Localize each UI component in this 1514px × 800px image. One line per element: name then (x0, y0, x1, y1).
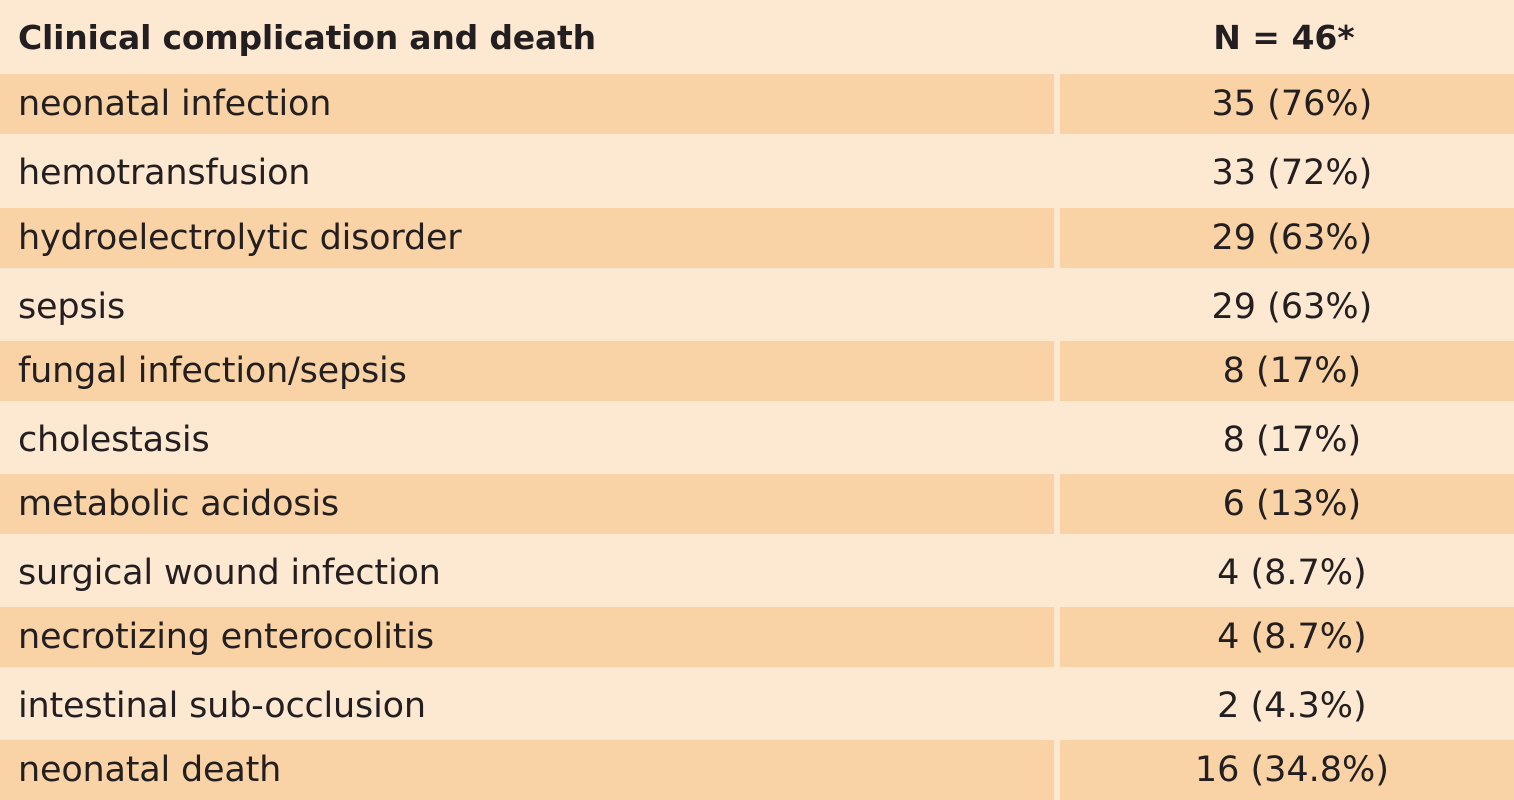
row-value: 6 (13%) (1059, 474, 1514, 534)
table-row: hydroelectrolytic disorder 29 (63%) (0, 208, 1514, 268)
table-row: surgical wound infection 4 (8.7%) (0, 540, 1514, 606)
row-label: neonatal death (0, 740, 1054, 800)
header-complication: Clinical complication and death (18, 17, 596, 57)
row-value: 35 (76%) (1059, 74, 1514, 134)
row-value: 33 (72%) (1059, 140, 1514, 206)
table-row: hemotransfusion 33 (72%) (0, 140, 1514, 206)
row-value: 4 (8.7%) (1059, 540, 1514, 606)
row-value: 8 (17%) (1059, 341, 1514, 401)
row-label: sepsis (0, 274, 1054, 340)
row-label: intestinal sub-occlusion (0, 673, 1054, 739)
row-value: 8 (17%) (1059, 407, 1514, 473)
table-header-row: Clinical complication and death N = 46* (0, 0, 1514, 74)
row-label: cholestasis (0, 407, 1054, 473)
table-row: fungal infection/sepsis 8 (17%) (0, 341, 1514, 401)
row-value: 29 (63%) (1059, 208, 1514, 268)
table-row: neonatal infection 35 (76%) (0, 74, 1514, 134)
row-value: 16 (34.8%) (1059, 740, 1514, 800)
table-row: sepsis 29 (63%) (0, 274, 1514, 340)
table-row: necrotizing enterocolitis 4 (8.7%) (0, 607, 1514, 667)
table-row: cholestasis 8 (17%) (0, 407, 1514, 473)
header-n-count: N = 46* (1213, 17, 1355, 57)
table-row: metabolic acidosis 6 (13%) (0, 474, 1514, 534)
table-row: neonatal death 16 (34.8%) (0, 740, 1514, 800)
row-label: hemotransfusion (0, 140, 1054, 206)
row-label: surgical wound infection (0, 540, 1054, 606)
row-value: 4 (8.7%) (1059, 607, 1514, 667)
row-label: metabolic acidosis (0, 474, 1054, 534)
row-label: fungal infection/sepsis (0, 341, 1054, 401)
row-label: neonatal infection (0, 74, 1054, 134)
row-value: 29 (63%) (1059, 274, 1514, 340)
row-value: 2 (4.3%) (1059, 673, 1514, 739)
row-label: hydroelectrolytic disorder (0, 208, 1054, 268)
row-label: necrotizing enterocolitis (0, 607, 1054, 667)
table-row: intestinal sub-occlusion 2 (4.3%) (0, 673, 1514, 739)
